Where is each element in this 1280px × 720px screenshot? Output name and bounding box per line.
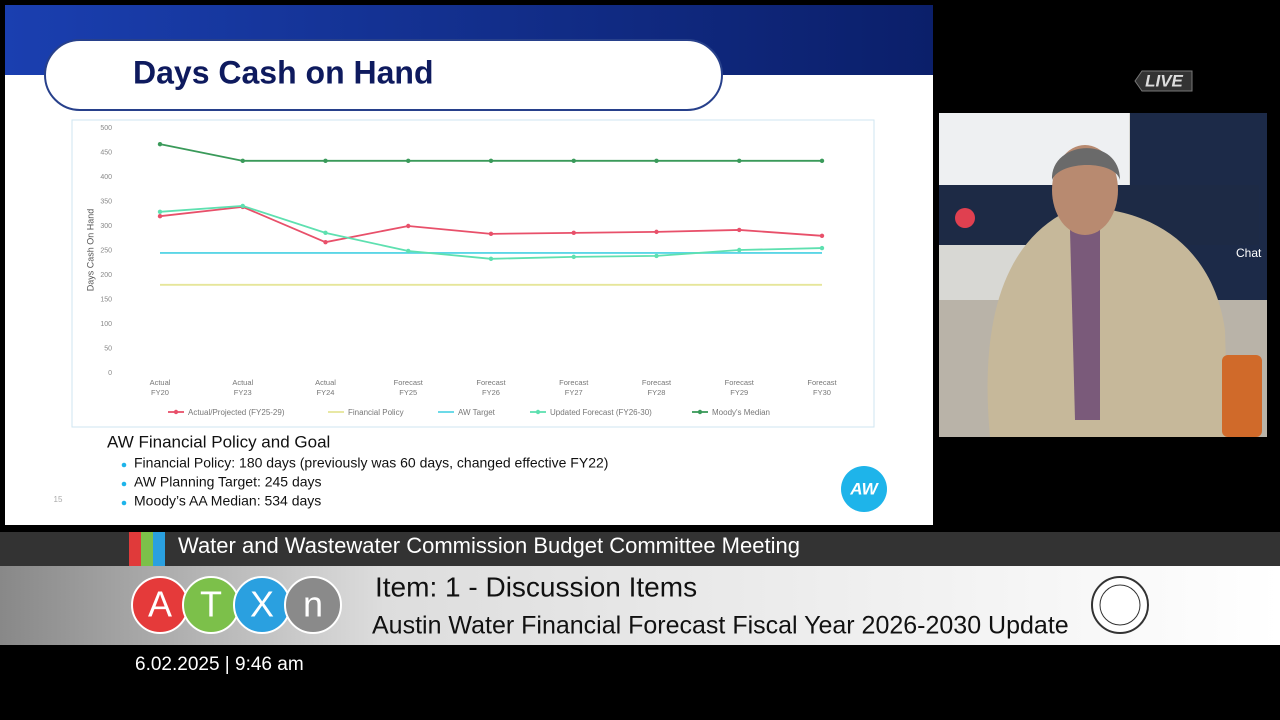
point	[240, 203, 245, 209]
logo-letter: A	[148, 584, 172, 625]
point	[240, 158, 245, 164]
point	[819, 245, 825, 251]
legend-marker	[173, 409, 179, 415]
y-tick-label: 450	[100, 149, 112, 156]
meeting-title: Water and Wastewater Commission Budget C…	[178, 533, 800, 558]
point	[406, 223, 411, 229]
x-tick-label: Actual FY20	[150, 378, 171, 397]
point	[157, 141, 163, 147]
point	[819, 158, 825, 164]
slide-heading: AW Financial Policy and Goal	[107, 432, 330, 451]
x-tick-label: Forecast FY29	[725, 378, 755, 397]
stripe	[141, 532, 153, 566]
logo-letter: n	[303, 584, 323, 625]
point	[737, 247, 742, 253]
point	[654, 158, 659, 164]
live-text: LIVE	[1145, 71, 1183, 90]
y-tick-label: 100	[100, 321, 112, 328]
point	[323, 158, 328, 164]
item-title: Item: 1 - Discussion Items	[375, 571, 697, 602]
bullet-dot	[121, 481, 127, 487]
legend-label: AW Target	[458, 408, 496, 417]
y-axis-label: Days Cash On Hand	[85, 209, 95, 292]
x-tick-label: Actual FY23	[232, 378, 253, 397]
logo-letter: X	[250, 584, 274, 625]
point	[323, 239, 328, 245]
x-tick-label: Forecast FY28	[642, 378, 672, 397]
legend-marker	[697, 409, 703, 415]
point	[819, 233, 825, 238]
point	[571, 230, 576, 236]
title-pill	[44, 39, 723, 111]
x-tick-label: Forecast FY30	[807, 378, 837, 397]
meeting-bar	[0, 532, 1280, 566]
y-tick-label: 300	[100, 223, 112, 230]
legend-item: Moody's Median	[692, 408, 770, 417]
city-seal-inner	[1099, 584, 1141, 626]
bullet-dot	[121, 500, 127, 506]
point	[488, 158, 494, 164]
y-tick-label: 350	[100, 198, 112, 205]
video: Chat	[939, 113, 1267, 437]
point	[571, 254, 576, 260]
aw-logo	[841, 466, 887, 512]
x-tick-label: Forecast FY27	[559, 378, 589, 397]
logo-circle	[284, 576, 342, 634]
aw-logo-text: AW	[849, 479, 879, 498]
point	[406, 248, 411, 254]
slide-title: Days Cash on Hand	[133, 54, 434, 90]
legend-label: Moody's Median	[712, 408, 770, 417]
x-tick-label: Actual FY24	[315, 378, 336, 397]
logo-letter: T	[200, 584, 222, 625]
stripe	[129, 532, 141, 566]
y-tick-label: 150	[100, 296, 112, 303]
legend-item: Actual/Projected (FY25-29)	[168, 408, 285, 417]
chart-frame	[71, 119, 875, 428]
bullet-text: AW Planning Target: 245 days	[134, 474, 322, 490]
y-tick-label: 200	[100, 272, 112, 279]
page-number: 15	[54, 495, 63, 504]
point	[737, 227, 742, 233]
live-badge	[1134, 70, 1193, 92]
datetime: 6.02.2025 | 9:46 am	[135, 654, 304, 675]
x-tick-label: Forecast FY25	[394, 378, 424, 397]
point	[737, 158, 742, 164]
point	[406, 158, 411, 164]
point	[571, 158, 576, 164]
legend-item: Financial Policy	[328, 408, 404, 417]
y-tick-label: 500	[100, 125, 112, 132]
legend-item: Updated Forecast (FY26-30)	[530, 408, 652, 417]
y-tick-label: 50	[104, 345, 112, 352]
x-tick-label: Forecast FY26	[476, 378, 506, 397]
legend-marker	[535, 409, 541, 415]
point	[654, 253, 659, 259]
bullet-dot	[121, 462, 127, 468]
legend-label: Financial Policy	[348, 408, 404, 417]
y-tick-label: 250	[100, 247, 112, 254]
bullets: Financial Policy: 180 days (previously w…	[121, 455, 608, 509]
item-subtitle: Austin Water Financial Forecast Fiscal Y…	[372, 612, 1069, 640]
point	[488, 256, 494, 262]
legend-label: Actual/Projected (FY25-29)	[188, 408, 285, 417]
point	[157, 209, 163, 214]
point	[323, 230, 328, 236]
point	[488, 231, 494, 237]
bullet-text: Moody’s AA Median: 534 days	[134, 493, 321, 509]
stripe	[153, 532, 165, 566]
bullet-text: Financial Policy: 180 days (previously w…	[134, 455, 608, 471]
legend-item: AW Target	[438, 408, 496, 417]
point	[157, 214, 163, 219]
y-tick-label: 0	[108, 370, 112, 377]
chat-label: Chat	[1236, 246, 1262, 260]
legend-label: Updated Forecast (FY26-30)	[550, 408, 652, 417]
y-tick-label: 400	[100, 174, 112, 181]
chart: 0 50 100 150 200 250 300 350 400 450 500 Actual FY20…	[100, 125, 837, 417]
point	[654, 229, 659, 235]
